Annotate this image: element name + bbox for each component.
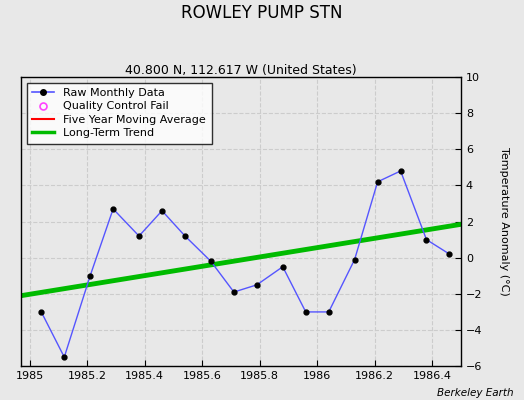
Legend: Raw Monthly Data, Quality Control Fail, Five Year Moving Average, Long-Term Tren: Raw Monthly Data, Quality Control Fail, …	[27, 82, 212, 144]
Text: Berkeley Earth: Berkeley Earth	[437, 388, 514, 398]
Text: ROWLEY PUMP STN: ROWLEY PUMP STN	[181, 4, 343, 22]
Title: 40.800 N, 112.617 W (United States): 40.800 N, 112.617 W (United States)	[125, 64, 357, 77]
Y-axis label: Temperature Anomaly (°C): Temperature Anomaly (°C)	[499, 147, 509, 296]
